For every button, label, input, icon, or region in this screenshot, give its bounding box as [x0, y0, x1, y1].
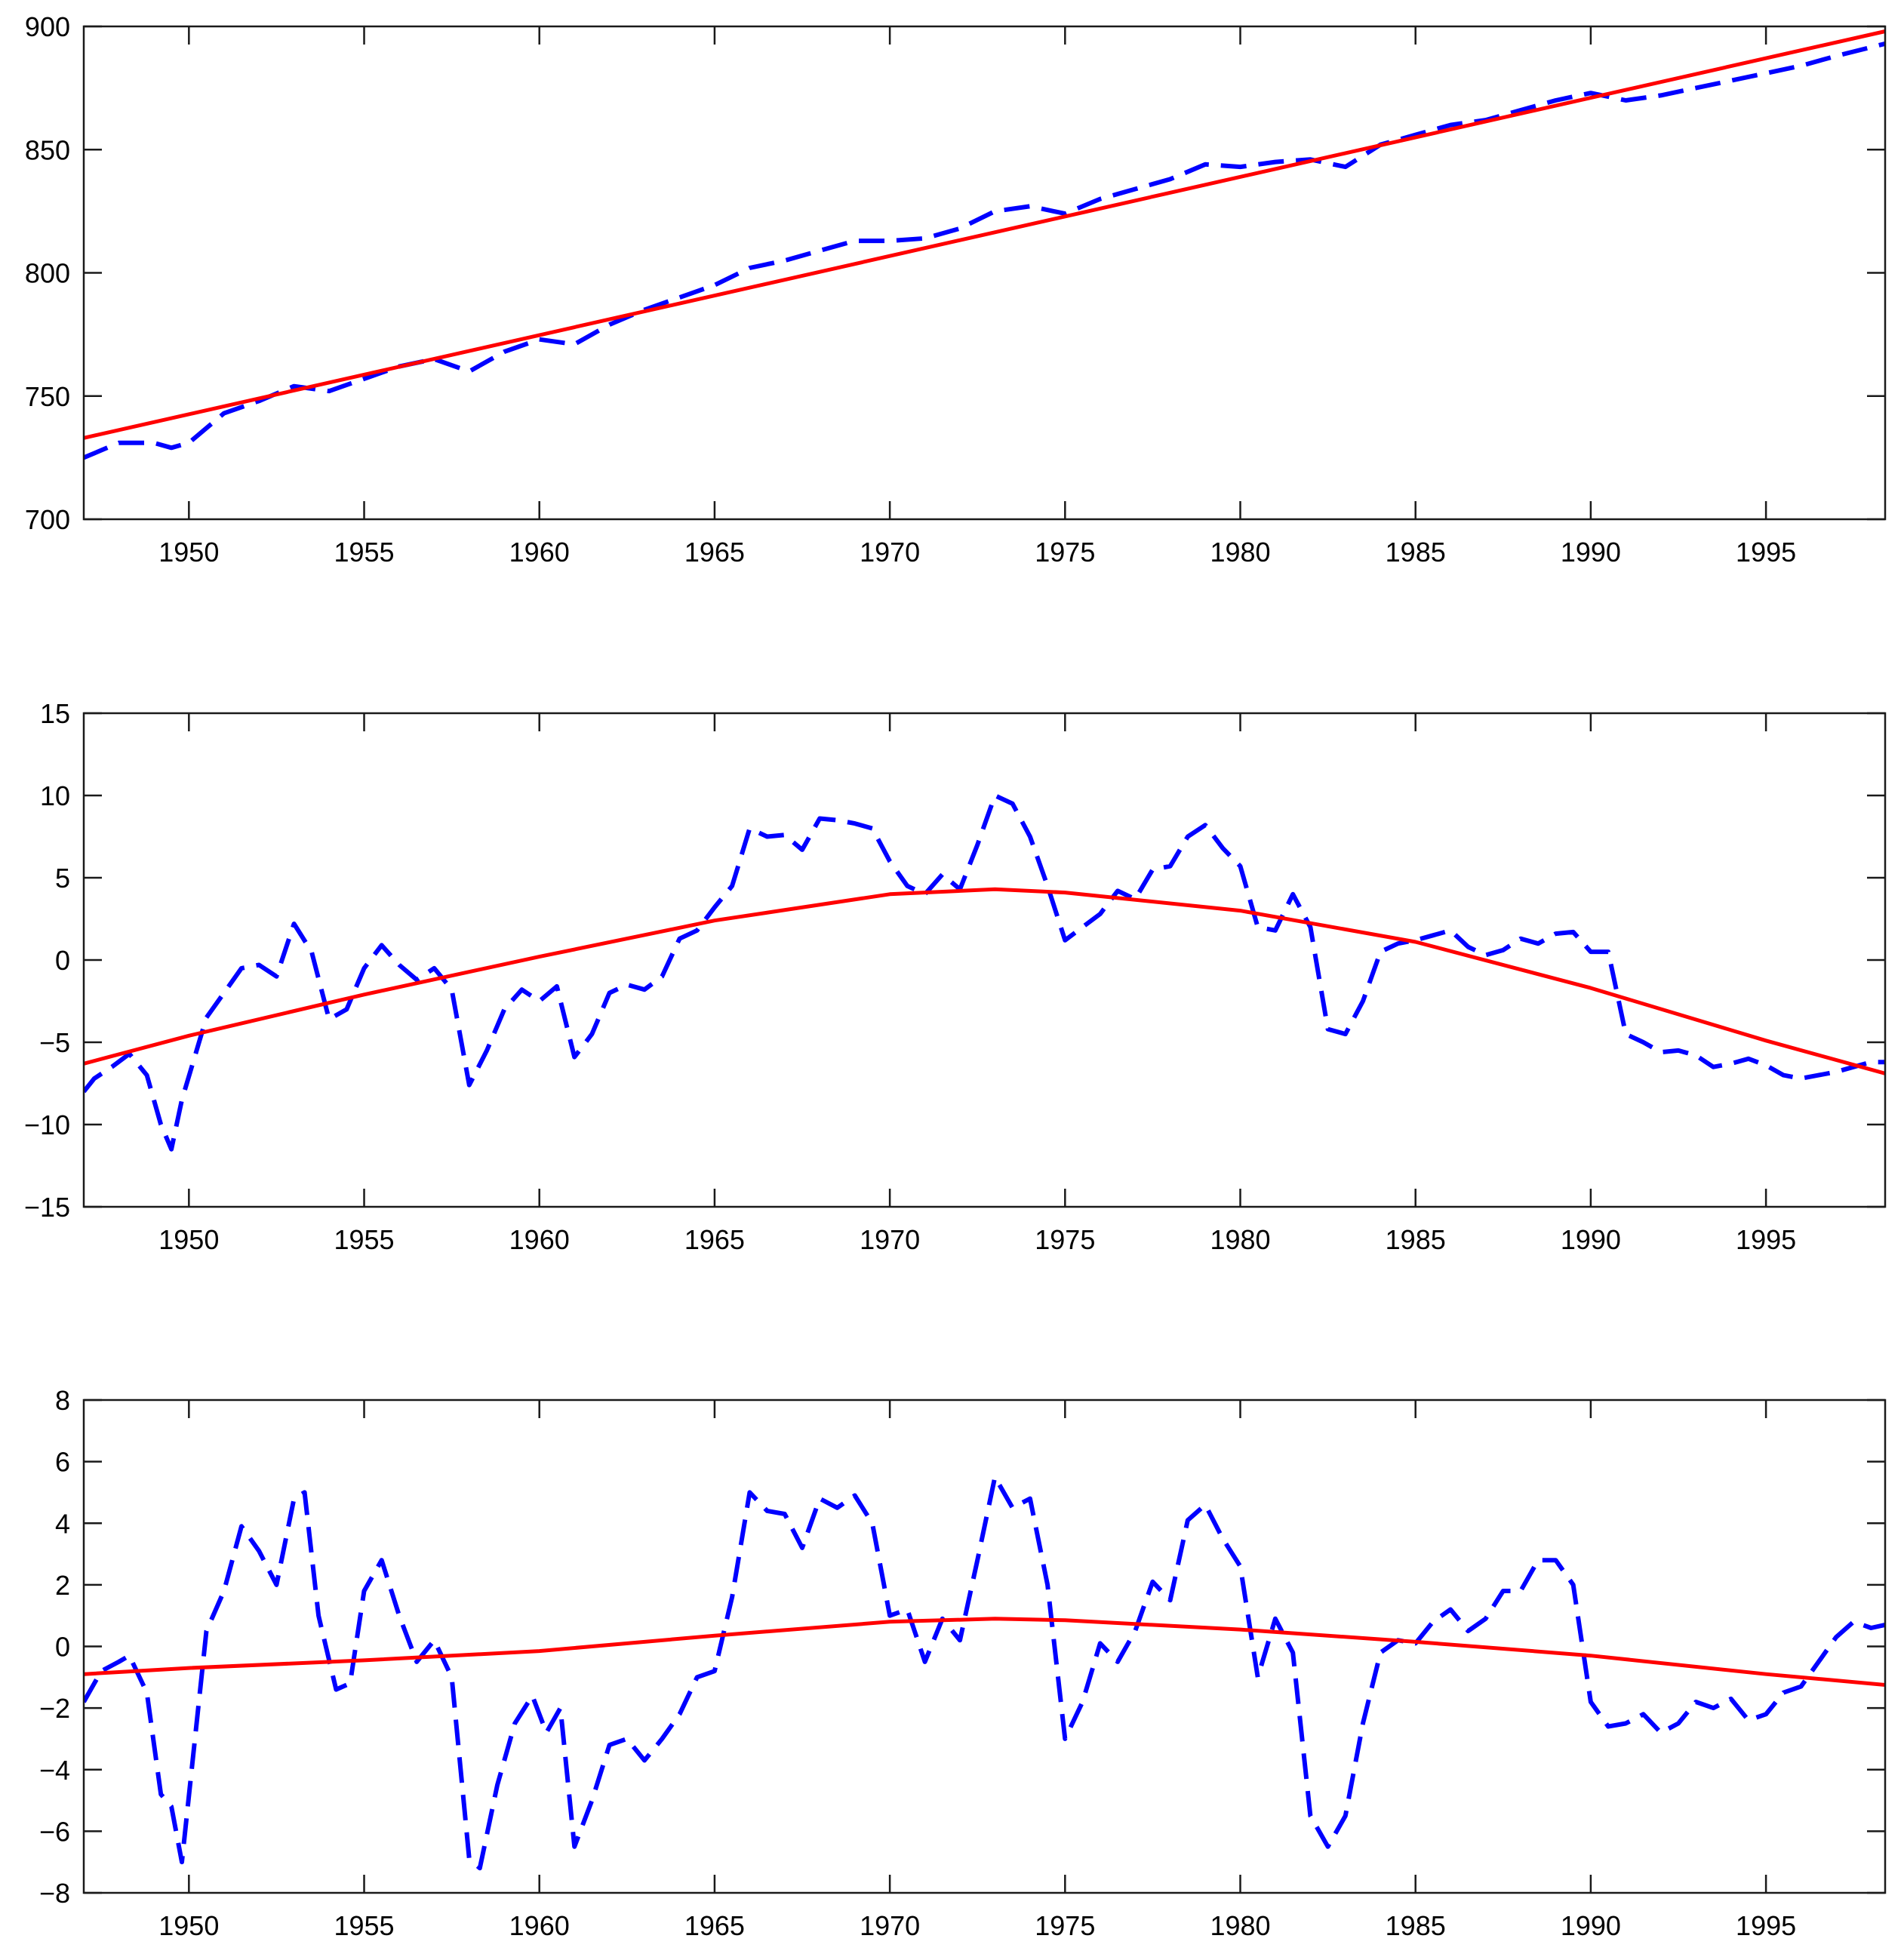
- middle-ytick-label: 5: [55, 863, 70, 894]
- bottom-ytick-label: 2: [55, 1570, 70, 1601]
- bottom-xtick-label: 1955: [334, 1910, 394, 1941]
- middle-xtick-label: 1990: [1561, 1224, 1621, 1255]
- middle-trend-line: [84, 887, 1885, 1075]
- top-xtick-label: 1970: [860, 537, 920, 568]
- top-xtick-label: 1985: [1386, 537, 1446, 568]
- middle-axes-box: [82, 712, 1887, 1208]
- bottom-xtick-label: 1980: [1210, 1910, 1270, 1941]
- panel-top-levels: 1950 1955 1960 1965 1970 1975 1980 1985 1990 1995…: [25, 11, 1887, 568]
- panel-middle-detrended: 1950 1955 1960 1965 1970 1975 1980 1985 1990 1995…: [24, 698, 1887, 1255]
- bottom-ytick-label: 6: [55, 1447, 70, 1478]
- bottom-ytick-label: −6: [39, 1816, 70, 1847]
- top-ytick-label: 750: [25, 381, 70, 412]
- top-xtick-label: 1975: [1035, 537, 1095, 568]
- top-ytick-label: 800: [25, 258, 70, 289]
- bottom-xtick-label: 1975: [1035, 1910, 1095, 1941]
- middle-ytick-label: 15: [40, 698, 70, 729]
- bottom-trend-line: [84, 1617, 1885, 1687]
- bottom-xtick-label: 1970: [860, 1910, 920, 1941]
- top-xtick-label: 1980: [1210, 537, 1270, 568]
- top-xtick-label: 1995: [1736, 537, 1796, 568]
- middle-xtick-label: 1970: [860, 1224, 920, 1255]
- middle-ytick-label: −10: [24, 1109, 70, 1140]
- bottom-xtick-label: 1965: [684, 1910, 745, 1941]
- bottom-ytick-label: −8: [39, 1878, 70, 1909]
- top-xtick-label: 1955: [334, 537, 394, 568]
- bottom-ytick-label: 4: [55, 1508, 70, 1539]
- top-ytick-label: 900: [25, 11, 70, 42]
- bottom-xtick-label: 1985: [1386, 1910, 1446, 1941]
- panel-bottom-residual: 1950 1955 1960 1965 1970 1975 1980 1985 1990 1995…: [39, 1385, 1887, 1941]
- top-xtick-label: 1965: [684, 537, 745, 568]
- middle-xtick-label: 1975: [1035, 1224, 1095, 1255]
- bottom-xtick-label: 1960: [509, 1910, 570, 1941]
- top-axes-box: [82, 25, 1887, 521]
- middle-xtick-label: 1960: [509, 1224, 570, 1255]
- top-xtick-label: 1990: [1561, 537, 1621, 568]
- middle-xtick-label: 1980: [1210, 1224, 1270, 1255]
- top-ytick-label: 850: [25, 134, 70, 165]
- middle-dashed-series-line: [84, 793, 1885, 1152]
- bottom-ytick-label: 8: [55, 1385, 70, 1416]
- bottom-xtick-label: 1950: [158, 1910, 219, 1941]
- bottom-dashed-series-line: [84, 1475, 1885, 1871]
- middle-ytick-label: −5: [39, 1027, 70, 1058]
- middle-xtick-label: 1950: [158, 1224, 219, 1255]
- bottom-ytick-label: −2: [39, 1693, 70, 1724]
- bottom-axes-box: [82, 1399, 1887, 1894]
- top-xtick-label: 1950: [158, 537, 219, 568]
- bottom-xtick-label: 1995: [1736, 1910, 1796, 1941]
- middle-xtick-label: 1995: [1736, 1224, 1796, 1255]
- bottom-ytick-label: −4: [39, 1755, 70, 1786]
- top-dashed-series-line: [84, 41, 1885, 460]
- top-xtick-label: 1960: [509, 537, 570, 568]
- top-ytick-label: 700: [25, 504, 70, 535]
- middle-xtick-label: 1985: [1386, 1224, 1446, 1255]
- bottom-xtick-label: 1990: [1561, 1910, 1621, 1941]
- middle-ytick-label: 10: [40, 780, 70, 811]
- bottom-ytick-label: 0: [55, 1632, 70, 1663]
- middle-ytick-label: −15: [24, 1192, 70, 1223]
- middle-xtick-label: 1955: [334, 1224, 394, 1255]
- middle-xtick-label: 1965: [684, 1224, 745, 1255]
- middle-ytick-label: 0: [55, 945, 70, 976]
- top-trend-line: [84, 29, 1885, 440]
